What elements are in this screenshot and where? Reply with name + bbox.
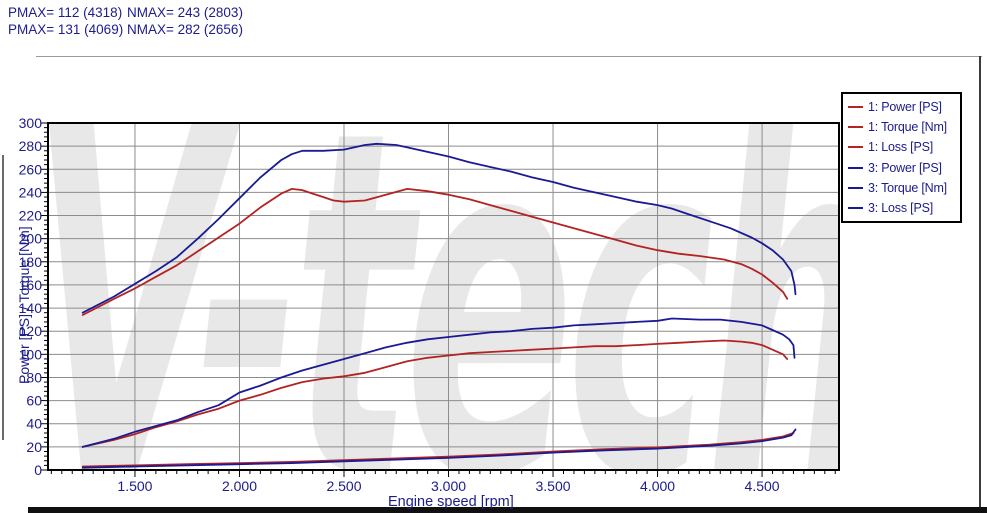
legend-item: 1: Torque [Nm] — [848, 120, 955, 134]
y-tick-label: 180 — [19, 254, 43, 270]
y-tick-label: 0 — [34, 462, 42, 478]
legend-swatch — [848, 206, 863, 209]
curve-1-power-ps- — [81, 339, 789, 448]
photo-edge-left — [2, 155, 4, 440]
x-axis-label: Engine speed [rpm] — [388, 494, 514, 510]
header-line-1: PMAX= 112 (4318) NMAX= 243 (2803) — [8, 5, 243, 20]
x-tick-label: 2.000 — [222, 478, 257, 494]
legend-swatch — [848, 166, 863, 169]
y-tick-label: 200 — [19, 231, 43, 247]
y-tick-label: 280 — [19, 138, 43, 154]
y-tick-label: 40 — [26, 416, 42, 432]
curve-3-torque-nm- — [81, 142, 797, 314]
legend-swatch — [848, 106, 863, 109]
legend-swatch — [848, 146, 863, 149]
x-tick-label: 1.500 — [117, 478, 152, 494]
watermark: V-tech — [30, 29, 876, 513]
legend-label: 3: Power [PS] — [868, 160, 942, 175]
legend-item: 3: Torque [Nm] — [848, 181, 955, 195]
nmax-value-1: NMAX= 243 (2803) — [127, 5, 243, 20]
legend-item: 1: Power [PS] — [848, 100, 955, 114]
x-tick-label: 4.500 — [745, 478, 780, 494]
y-tick-label: 100 — [19, 346, 43, 362]
legend-label: 1: Torque [Nm] — [868, 120, 947, 135]
photo-edge-top — [36, 56, 982, 57]
pmax-value-1: PMAX= 112 (4318) — [8, 5, 123, 20]
x-tick-label: 4.000 — [640, 478, 675, 494]
legend-label: 3: Loss [PS] — [868, 200, 933, 215]
curve-3-power-ps- — [81, 317, 796, 448]
y-tick-label: 140 — [19, 300, 43, 316]
y-tick-label: 220 — [19, 208, 43, 224]
y-tick-label: 20 — [26, 439, 42, 455]
legend-label: 1: Power [PS] — [868, 100, 942, 115]
y-tick-label: 260 — [19, 161, 43, 177]
x-tick-label: 2.500 — [326, 478, 361, 494]
curves — [81, 142, 797, 469]
curve-1-torque-nm- — [81, 187, 789, 316]
y-tick-label: 120 — [19, 323, 43, 339]
curve-3-loss-ps- — [81, 428, 797, 469]
nmax-value-2: NMAX= 282 (2656) — [127, 22, 243, 37]
y-axis-label: Power [PS] / Torque [Nm] — [16, 226, 32, 384]
y-tick-label: 240 — [19, 184, 43, 200]
y-tick-label: 160 — [19, 277, 43, 293]
header-line-2: PMAX= 131 (4069) NMAX= 282 (2656) — [8, 22, 243, 37]
legend-item: 1: Loss [PS] — [848, 140, 955, 154]
photo-edge-right — [979, 56, 981, 508]
legend-swatch — [848, 186, 863, 189]
y-tick-label: 80 — [26, 369, 42, 385]
x-tick-label: 3.500 — [536, 478, 571, 494]
legend: 1: Power [PS] 1: Torque [Nm] 1: Loss [PS] 3… — [841, 92, 962, 223]
pmax-value-2: PMAX= 131 (4069) — [8, 22, 124, 37]
curve-1-loss-ps- — [81, 432, 795, 468]
gridlines — [48, 123, 839, 470]
legend-label: 3: Torque [Nm] — [868, 180, 947, 195]
plot-border — [47, 122, 840, 471]
legend-swatch — [848, 126, 863, 129]
tick-labels: 1.500 2.000 2.500 3.000 3.500 4.000 4.500 0 20 40… — [19, 115, 780, 494]
legend-item: 3: Power [PS] — [848, 161, 955, 175]
legend-item: 3: Loss [PS] — [848, 201, 955, 215]
watermark-text: V-tech — [30, 29, 876, 513]
y-tick-label: 300 — [19, 115, 43, 131]
x-tick-label: 3.000 — [431, 478, 466, 494]
legend-label: 1: Loss [PS] — [868, 140, 933, 155]
y-tick-label: 60 — [26, 393, 42, 409]
photo-edge-bottom — [28, 507, 987, 513]
